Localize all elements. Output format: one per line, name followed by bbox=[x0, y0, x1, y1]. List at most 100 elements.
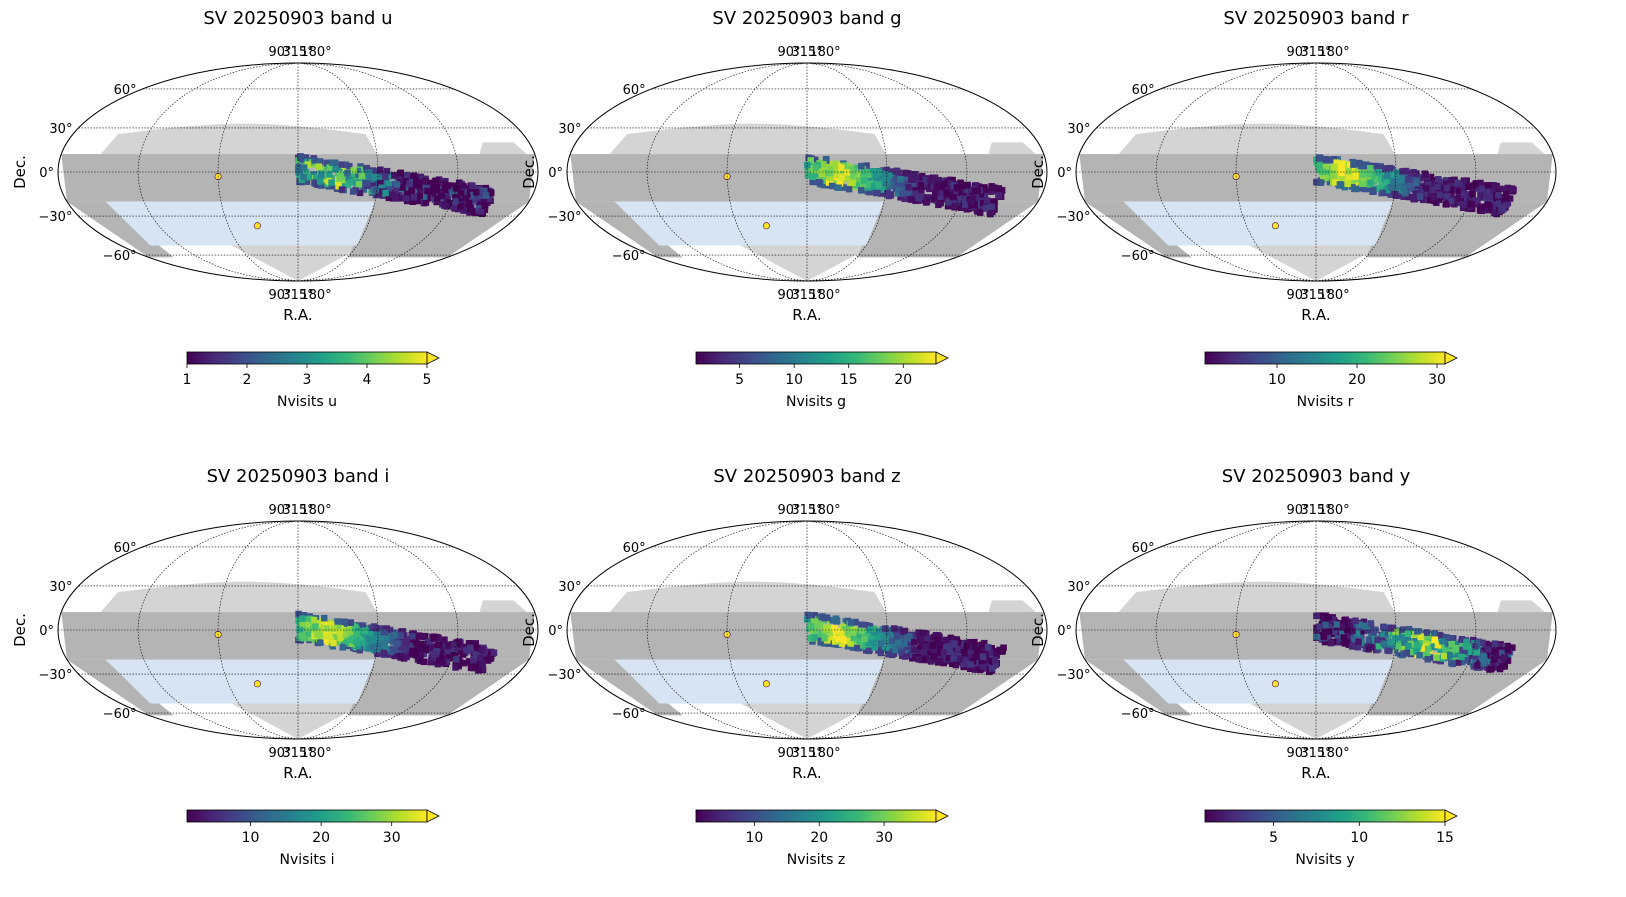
panel-band-i: SV 20250903 band i90°90°315°315°180°180°… bbox=[11, 466, 539, 868]
ra-tick-label-bottom: 315° bbox=[282, 288, 313, 303]
nvisits-pixel bbox=[330, 625, 337, 633]
nvisits-pixel bbox=[445, 199, 452, 207]
nvisits-pixel bbox=[1380, 640, 1388, 647]
nvisits-pixel bbox=[383, 625, 390, 632]
nvisits-pixel bbox=[811, 168, 818, 175]
nvisits-pixel bbox=[987, 210, 994, 218]
nvisits-pixel bbox=[298, 632, 305, 639]
nvisits-pixel bbox=[946, 645, 954, 652]
nvisits-pixel bbox=[849, 179, 856, 187]
ra-tick-label-top: 90° bbox=[268, 503, 291, 518]
nvisits-pixel bbox=[1379, 189, 1386, 197]
nvisits-pixel bbox=[880, 186, 888, 193]
nvisits-pixel bbox=[1325, 623, 1333, 630]
nvisits-pixel bbox=[953, 184, 961, 191]
colorbar-extend-arrow bbox=[426, 351, 440, 365]
nvisits-pixel bbox=[1334, 635, 1342, 642]
nvisits-pixel bbox=[435, 634, 442, 642]
dec-tick-label: 30° bbox=[1067, 580, 1090, 595]
nvisits-pixel bbox=[403, 637, 411, 644]
y-axis-label: Dec. bbox=[520, 155, 538, 189]
nvisits-pixel bbox=[463, 646, 470, 654]
nvisits-pixel bbox=[1462, 197, 1469, 204]
dec-tick-label: 60° bbox=[1132, 541, 1155, 556]
nvisits-pixel bbox=[318, 171, 325, 179]
colorbar-tick-label: 20 bbox=[312, 830, 330, 846]
dec-tick-label: 30° bbox=[49, 122, 72, 137]
colorbar-tick-label: 3 bbox=[303, 372, 312, 388]
nvisits-pixel bbox=[935, 641, 942, 648]
nvisits-pixel bbox=[1338, 624, 1345, 631]
nvisits-pixel bbox=[981, 645, 988, 652]
nvisits-pixel bbox=[1465, 191, 1472, 198]
colorbar-label: Nvisits g bbox=[786, 394, 846, 410]
colorbar-extend-arrow bbox=[935, 809, 949, 823]
nvisits-pixel bbox=[1345, 168, 1353, 175]
colorbar-label: Nvisits y bbox=[1295, 852, 1354, 868]
nvisits-pixel bbox=[1313, 627, 1320, 634]
nvisits-pixel bbox=[305, 173, 312, 181]
nvisits-pixel bbox=[300, 164, 308, 171]
nvisits-pixel bbox=[878, 190, 885, 197]
nvisits-pixel bbox=[1489, 660, 1497, 668]
nvisits-pixel bbox=[821, 165, 828, 172]
nvisits-pixel bbox=[424, 187, 431, 195]
nvisits-pixel bbox=[321, 180, 329, 188]
deep-drilling-field bbox=[1271, 680, 1279, 688]
nvisits-pixel bbox=[956, 655, 964, 662]
nvisits-pixel bbox=[910, 171, 917, 179]
nvisits-pixel bbox=[1401, 640, 1408, 648]
nvisits-pixel bbox=[1345, 641, 1353, 648]
nvisits-pixel bbox=[827, 174, 834, 181]
nvisits-pixel bbox=[369, 167, 376, 174]
nvisits-pixel bbox=[967, 653, 975, 661]
nvisits-pixel bbox=[363, 179, 371, 187]
nvisits-pixel bbox=[1468, 201, 1475, 208]
nvisits-pixel bbox=[355, 642, 362, 650]
nvisits-pixel bbox=[353, 171, 360, 178]
nvisits-pixel bbox=[1431, 636, 1438, 643]
nvisits-pixel bbox=[430, 634, 438, 642]
nvisits-pixel bbox=[315, 635, 323, 643]
nvisits-pixel bbox=[865, 180, 873, 188]
nvisits-pixel bbox=[396, 195, 403, 202]
colorbar-tick-label: 10 bbox=[1268, 372, 1286, 388]
nvisits-pixel bbox=[924, 194, 932, 201]
ra-tick-label-top: 90° bbox=[268, 45, 291, 60]
nvisits-pixel bbox=[992, 661, 1000, 668]
nvisits-pixel bbox=[470, 197, 478, 204]
ra-tick-label-bottom: 90° bbox=[268, 288, 291, 303]
nvisits-pixel bbox=[420, 650, 427, 658]
nvisits-pixel bbox=[912, 190, 919, 198]
nvisits-pixel bbox=[347, 619, 354, 626]
nvisits-pixel bbox=[1365, 170, 1373, 177]
nvisits-pixel bbox=[1423, 185, 1431, 192]
nvisits-pixel bbox=[809, 173, 817, 180]
nvisits-pixel bbox=[933, 184, 940, 191]
nvisits-pixel bbox=[1456, 194, 1463, 202]
nvisits-pixel bbox=[962, 188, 969, 195]
nvisits-pixel bbox=[1327, 639, 1335, 647]
nvisits-pixel bbox=[1401, 177, 1408, 184]
nvisits-pixel bbox=[1443, 647, 1450, 654]
nvisits-pixel bbox=[381, 173, 389, 180]
nvisits-pixel bbox=[917, 182, 925, 189]
nvisits-pixel bbox=[1313, 633, 1320, 640]
nvisits-pixel bbox=[422, 646, 430, 653]
colorbar-tick-label: 5 bbox=[423, 372, 432, 388]
nvisits-pixel bbox=[961, 660, 968, 668]
nvisits-pixel bbox=[849, 170, 856, 177]
ra-tick-label-bottom: 180° bbox=[300, 746, 331, 761]
nvisits-pixel bbox=[915, 629, 923, 637]
nvisits-pixel bbox=[336, 175, 343, 182]
nvisits-pixel bbox=[897, 176, 904, 183]
nvisits-pixel bbox=[417, 640, 425, 648]
nvisits-pixel bbox=[1460, 185, 1468, 192]
nvisits-pixel bbox=[905, 189, 913, 197]
nvisits-pixel bbox=[852, 618, 859, 626]
nvisits-pixel bbox=[1447, 197, 1455, 205]
nvisits-pixel bbox=[1457, 639, 1465, 646]
nvisits-pixel bbox=[889, 632, 896, 639]
nvisits-pixel bbox=[811, 634, 818, 641]
nvisits-pixel bbox=[882, 625, 889, 632]
